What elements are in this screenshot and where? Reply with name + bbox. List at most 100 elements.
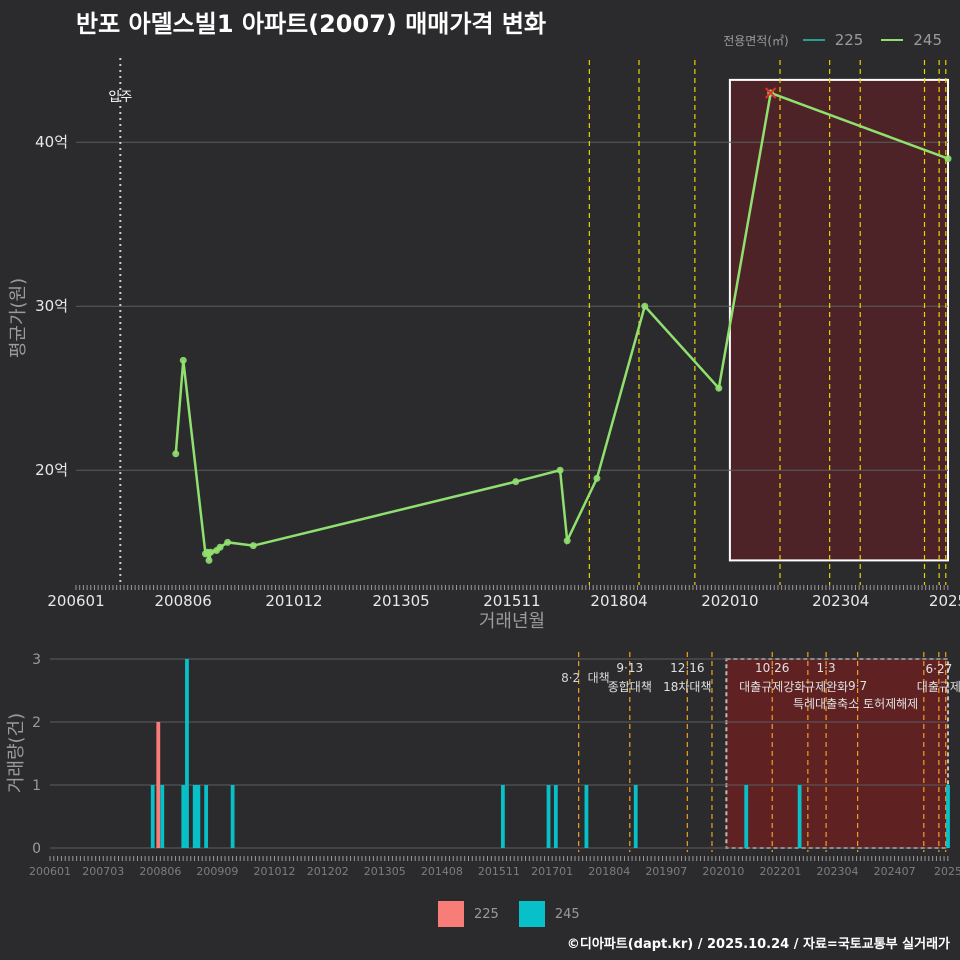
volume-bar-245 [192,785,197,848]
volume-y-tick-label: 1 [32,778,41,794]
volume-bar-245 [150,785,155,848]
price-point [179,356,187,364]
volume-x-tick-label: 201804 [588,865,630,878]
policy-label-date: 1·3 [817,661,836,675]
legend-bar-swatch-245 [518,901,545,927]
price-point [944,155,952,163]
volume-y-tick-label: 0 [32,841,41,857]
volume-x-tick-label: 200703 [82,865,124,878]
x-tick-label: 200601 [47,592,104,610]
policy-label-date: 9·13 [616,661,643,675]
volume-bar-245 [500,785,505,848]
policy-label-date: 12·16 [670,661,704,675]
legend-bottom: 225 245 [438,901,600,927]
policy-label-name: 규제완화 [804,680,848,694]
policy-label-date: 9·7 [848,679,867,693]
price-point [563,537,571,545]
policy-label-name: 대출규제강화 [739,680,805,694]
price-point [715,384,723,392]
volume-x-tick-label: 202304 [817,865,859,878]
volume-bar-245 [553,785,558,848]
policy-label-date: 8·2 [561,671,580,685]
x-tick-label: 202304 [812,592,869,610]
legend-swatch-225 [802,39,825,41]
policy-label-date: 6·27 [926,662,953,676]
max-marker-icon [764,87,777,99]
volume-x-tick-label: 201305 [364,865,406,878]
volume-bar-245 [546,785,551,848]
price-point [207,548,215,556]
footer-credit: ©디아파트(dapt.kr) / 2025.10.24 / 자료=국토교통부 실… [566,937,950,952]
volume-bar-245 [230,785,235,848]
volume-bar-245 [204,785,209,848]
policy-label-name: 18차대책 [663,679,711,694]
legend-label-245: 245 [913,31,942,49]
volume-bar-245 [633,785,638,848]
volume-bar-225 [156,722,161,848]
legend-bar-label-245: 245 [554,906,580,922]
volume-y-tick-label: 2 [32,715,41,731]
volume-x-tick-label: 201701 [531,865,573,878]
x-tick-label: 201012 [265,592,322,610]
y-axis-title: 평균가(원) [8,278,29,358]
price-point [216,543,224,551]
volume-x-tick-label: 201907 [645,865,687,878]
price-point [249,542,257,550]
move-in-label: 입주 [108,90,132,105]
volume-bar-245 [744,785,749,848]
volume-bar-245 [946,785,950,848]
price-point [224,538,232,546]
highlight-region [728,78,949,562]
volume-x-tick-label: 202010 [702,865,744,878]
volume-bar-245 [797,785,802,848]
volume-x-tick-label: 202201 [759,865,801,878]
policy-label-name: 대책 [588,670,610,685]
volume-x-tick-label: 200806 [139,865,181,878]
price-point [593,474,601,482]
volume-bar-245 [584,785,589,848]
legend-title: 전용면적(㎡) [723,33,789,48]
price-point [512,478,520,486]
volume-x-tick-label: 2025 [934,865,960,878]
policy-label-name: 종합대책 [608,679,652,694]
volume-bar-245 [181,785,186,848]
price-point [641,302,649,310]
volume-y-axis-title: 거래량(건) [6,713,27,793]
x-tick-label: 200806 [155,592,212,610]
volume-bar-245 [160,785,165,848]
legend-label-225: 225 [834,31,864,49]
legend-bar-label-225: 225 [474,906,499,922]
x-tick-label: 201305 [372,592,429,610]
volume-y-tick-label: 3 [32,652,41,668]
volume-x-tick-label: 201511 [478,865,520,878]
policy-label-name: 특례대출축소 토허제해제 [793,697,918,711]
x-axis-title: 거래년월 [479,611,545,632]
volume-x-tick-label: 202407 [874,865,916,878]
volume-x-tick-label: 201408 [421,865,463,878]
policy-label-date: 10·26 [755,661,789,675]
policy-label-name: 대출규제 [917,680,960,694]
chart-title: 반포 아델스빌1 아파트(2007) 매매가격 변화 [76,10,547,38]
legend-top: 전용면적(㎡) 225 245 [723,31,950,49]
x-tick-label: 202010 [701,592,758,610]
volume-highlight-region [725,658,949,849]
legend-swatch-245 [881,39,904,41]
volume-bar-245 [185,659,189,848]
x-tick-label: 201804 [590,592,647,610]
volume-x-tick-label: 200601 [29,865,71,878]
volume-x-tick-label: 201012 [253,865,295,878]
price-point [556,466,564,474]
y-tick-label: 20억 [35,461,68,479]
y-tick-label: 30억 [35,297,68,315]
volume-x-tick-label: 200909 [196,865,238,878]
price-point [172,450,180,458]
legend-bar-swatch-225 [438,901,464,927]
x-tick-label: 2025 [929,592,960,610]
x-tick-label: 201511 [483,592,540,610]
volume-bar-245 [196,785,201,848]
y-tick-label: 40억 [35,133,68,151]
volume-x-tick-label: 201202 [307,865,349,878]
price-point [205,556,213,564]
